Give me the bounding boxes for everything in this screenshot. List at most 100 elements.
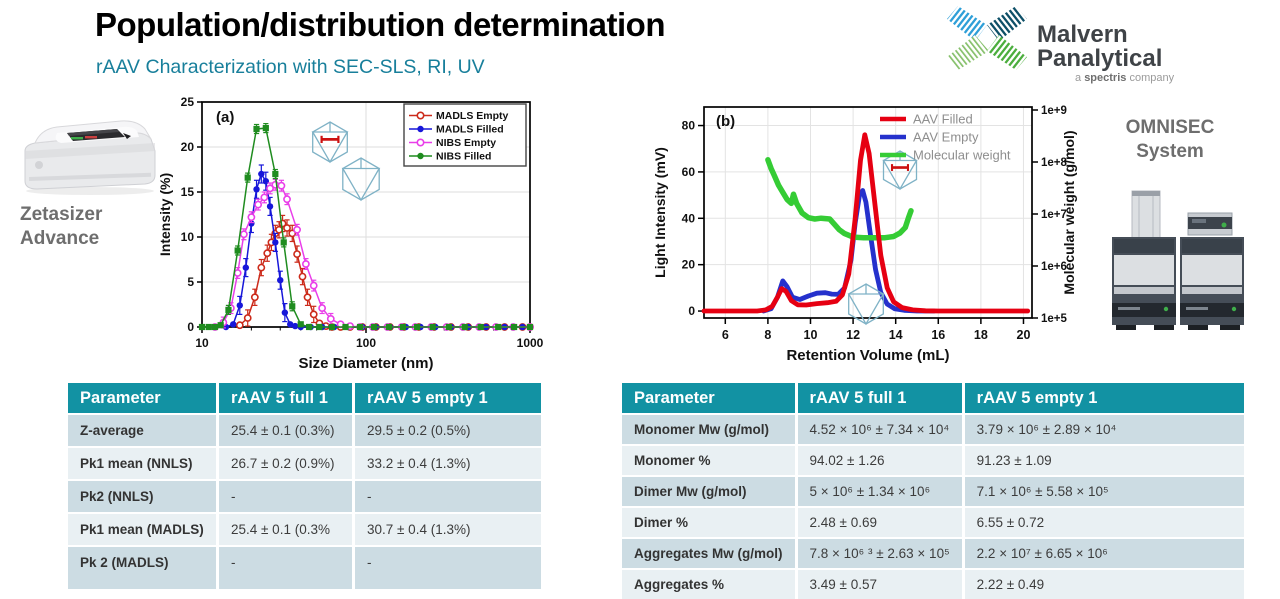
svg-text:1e+5: 1e+5 <box>1041 313 1068 325</box>
table-row: Pk1 mean (NNLS) 26.7 ± 0.2 (0.9%) 33.2 ± 0… <box>68 446 541 479</box>
svg-text:20: 20 <box>181 140 195 154</box>
table-cell: Pk2 (NNLS) <box>68 479 219 512</box>
table-cell: 3.49 ± 0.57 <box>797 568 965 599</box>
column-header: rAAV 5 full 1 <box>219 383 355 413</box>
chart-a-dls-size-distribution: 0 5 10 15 20 25 10 100 1000 Size Diameter (nm) Int… <box>158 95 544 372</box>
table-cell: Dimer Mw (g/mol) <box>622 475 798 506</box>
svg-text:MADLS Empty: MADLS Empty <box>436 110 508 122</box>
page-title: Population/distribution determination <box>95 6 665 43</box>
column-header: rAAV 5 full 1 <box>797 383 965 413</box>
table-cell: 5 × 10⁶ ± 1.34 × 10⁶ <box>797 475 965 506</box>
table-row: Monomer % 94.02 ± 1.26 91.23 ± 1.09 <box>622 444 1244 475</box>
svg-text:Intensity (%): Intensity (%) <box>158 173 173 256</box>
table-cell: 6.55 ± 0.72 <box>964 506 1244 537</box>
svg-text:6: 6 <box>722 328 729 342</box>
table-cell: - <box>355 479 541 512</box>
series-madls-empty <box>235 214 534 331</box>
svg-text:(b): (b) <box>716 113 735 130</box>
svg-text:40: 40 <box>682 211 696 225</box>
table-row: Pk2 (NNLS) - - <box>68 479 541 512</box>
svg-text:12: 12 <box>846 328 860 342</box>
table-row: Z-average 25.4 ± 0.1 (0.3%) 29.5 ± 0.2 (0.… <box>68 413 541 446</box>
results-table: Parameter rAAV 5 full 1 rAAV 5 empty 1 Mono… <box>622 383 1244 599</box>
svg-text:14: 14 <box>889 328 903 342</box>
svg-text:8: 8 <box>764 328 771 342</box>
svg-text:0: 0 <box>688 304 695 318</box>
omnisec-instrument-image <box>1112 190 1244 330</box>
svg-text:1e+6: 1e+6 <box>1041 261 1067 273</box>
table-row: Aggregates % 3.49 ± 0.57 2.22 ± 0.49 <box>622 568 1244 599</box>
table-cell: Z-average <box>68 413 219 446</box>
svg-text:Size Diameter (nm): Size Diameter (nm) <box>298 355 433 372</box>
svg-text:100: 100 <box>356 336 376 350</box>
column-header: rAAV 5 empty 1 <box>355 383 541 413</box>
table-cell: Monomer % <box>622 444 798 475</box>
svg-text:10: 10 <box>804 328 818 342</box>
results-table: Parameter rAAV 5 full 1 rAAV 5 empty 1 Z-av… <box>68 383 541 589</box>
table-row: Aggregates Mw (g/mol) 7.8 × 10⁶ ³ ± 2.63 … <box>622 537 1244 568</box>
series-nibs-empty <box>211 178 534 331</box>
svg-text:15: 15 <box>181 185 195 199</box>
table-cell: 94.02 ± 1.26 <box>797 444 965 475</box>
page-subtitle: rAAV Characterization with SEC-SLS, RI, … <box>96 56 485 78</box>
table-cell: Pk1 mean (MADLS) <box>68 512 219 545</box>
svg-text:Molecular weight: Molecular weight <box>913 148 1011 163</box>
table-cell: 2.22 ± 0.49 <box>964 568 1244 599</box>
table-cell: Pk1 mean (NNLS) <box>68 446 219 479</box>
svg-text:MADLS Filled: MADLS Filled <box>436 124 504 136</box>
zetasizer-instrument-image <box>24 120 156 195</box>
table-cell: Aggregates % <box>622 568 798 599</box>
svg-text:20: 20 <box>682 258 696 272</box>
logo-name-line1: Malvern <box>1037 21 1128 48</box>
svg-text:10: 10 <box>181 230 195 244</box>
svg-text:80: 80 <box>682 119 696 133</box>
table-cell: 3.79 × 10⁶ ± 2.89 × 10⁴ <box>964 413 1244 444</box>
svg-text:Molecular weight (g/mol): Molecular weight (g/mol) <box>1061 130 1077 294</box>
table-cell: 7.1 × 10⁶ ± 5.58 × 10⁵ <box>964 475 1244 506</box>
table-cell: 26.7 ± 0.2 (0.9%) <box>219 446 355 479</box>
capsid-empty-icon <box>341 157 381 202</box>
column-header: rAAV 5 empty 1 <box>964 383 1244 413</box>
svg-text:20: 20 <box>1017 328 1031 342</box>
table-cell: 25.4 ± 0.1 (0.3% <box>219 512 355 545</box>
column-header: Parameter <box>622 383 798 413</box>
series-aav-filled <box>701 132 1031 314</box>
zetasizer-label: Zetasizer Advance <box>20 204 103 249</box>
table-cell: 30.7 ± 0.4 (1.3%) <box>355 512 541 545</box>
table-row: Pk 2 (MADLS) - - <box>68 545 541 589</box>
dls-results-table: Parameter rAAV 5 full 1 rAAV 5 empty 1 Z-av… <box>68 383 541 589</box>
svg-text:10: 10 <box>195 336 209 350</box>
table-row: Dimer Mw (g/mol) 5 × 10⁶ ± 1.34 × 10⁶ 7.1 … <box>622 475 1244 506</box>
table-cell: - <box>219 545 355 589</box>
table-cell: 25.4 ± 0.1 (0.3%) <box>219 413 355 446</box>
svg-text:Retention Volume (mL): Retention Volume (mL) <box>786 347 949 364</box>
svg-text:18: 18 <box>974 328 988 342</box>
svg-text:0: 0 <box>187 320 194 334</box>
svg-text:(a): (a) <box>216 109 234 126</box>
logo-name-line2: Panalytical <box>1037 45 1162 72</box>
table-cell: Aggregates Mw (g/mol) <box>622 537 798 568</box>
svg-text:AAV Empty: AAV Empty <box>913 130 979 145</box>
table-cell: - <box>219 479 355 512</box>
capsid-filled-icon <box>311 121 349 164</box>
svg-text:AAV Filled: AAV Filled <box>913 112 973 127</box>
series-nibs-filled <box>198 122 534 331</box>
table-cell: 29.5 ± 0.2 (0.5%) <box>355 413 541 446</box>
column-header: Parameter <box>68 383 219 413</box>
capsid-empty-icon <box>847 283 885 326</box>
chart-b-legend: AAV Filled AAV Empty Molecular weight <box>880 112 1011 163</box>
chart-b-sec-chromatogram: 0 20 40 60 80 6 8 10 12 14 16 18 20 1e+5 1e+6 1e+7 1e+8 1… <box>652 105 1077 364</box>
svg-text:1e+8: 1e+8 <box>1041 157 1068 169</box>
table-cell: 7.8 × 10⁶ ³ ± 2.63 × 10⁵ <box>797 537 965 568</box>
table-header-row: Parameter rAAV 5 full 1 rAAV 5 empty 1 <box>622 383 1244 413</box>
table-row: Dimer % 2.48 ± 0.69 6.55 ± 0.72 <box>622 506 1244 537</box>
table-cell: 91.23 ± 1.09 <box>964 444 1244 475</box>
table-cell: 2.2 × 10⁷ ± 6.65 × 10⁶ <box>964 537 1244 568</box>
table-cell: 2.48 ± 0.69 <box>797 506 965 537</box>
malvern-panalytical-logo: Malvern Panalytical a spectris company <box>945 4 1195 95</box>
svg-text:1000: 1000 <box>517 336 544 350</box>
table-cell: 33.2 ± 0.4 (1.3%) <box>355 446 541 479</box>
table-row: Pk1 mean (MADLS) 25.4 ± 0.1 (0.3% 30.7 ± 0… <box>68 512 541 545</box>
